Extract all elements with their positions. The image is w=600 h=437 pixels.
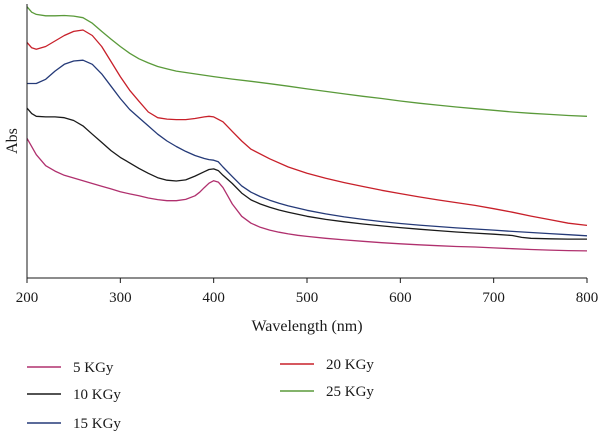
series-line-10-kgy (26, 107, 587, 240)
x-tick-label: 500 (296, 290, 319, 306)
legend-label: 10 KGy (73, 387, 121, 403)
series-line-25-kgy (26, 6, 588, 117)
x-tick-label: 400 (202, 290, 225, 306)
x-ticks: 200 300 400 500 600 700 800 (16, 278, 599, 306)
y-axis-label: Abs (4, 128, 21, 154)
plot-lines (26, 6, 588, 252)
x-tick-label: 200 (16, 290, 39, 306)
legend: 5 KGy 10 KGy 15 KGy 20 KGy 25 KGy (27, 357, 374, 432)
series-line-15-kgy (27, 59, 588, 237)
series-line-5-kgy (26, 137, 588, 252)
x-tick-label: 300 (109, 290, 132, 306)
x-axis-label: Wavelength (nm) (251, 318, 362, 335)
legend-label: 20 KGy (326, 357, 374, 373)
legend-label: 15 KGy (73, 416, 121, 432)
legend-label: 25 KGy (326, 384, 374, 400)
legend-label: 5 KGy (73, 360, 114, 376)
series-line-20-kgy (26, 29, 588, 227)
x-tick-label: 600 (389, 290, 412, 306)
x-tick-label: 800 (576, 290, 599, 306)
x-tick-label: 700 (482, 290, 505, 306)
